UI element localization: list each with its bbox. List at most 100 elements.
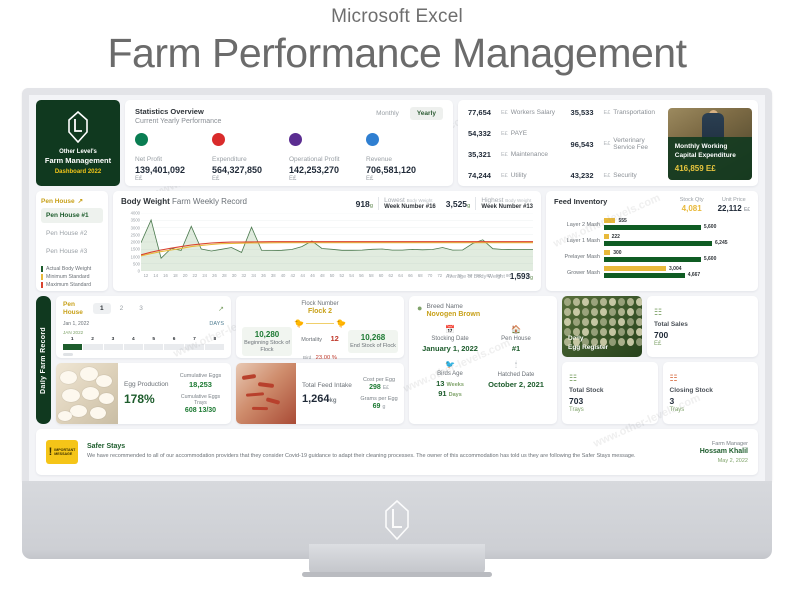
calendar-day[interactable]: 3 xyxy=(111,336,115,342)
stock-bar-value: 300 xyxy=(613,249,622,256)
expense-currency: E£ xyxy=(501,151,508,158)
unit-price-currency: E£ xyxy=(743,207,750,213)
chart-title: Body Weight Farm Weekly Record xyxy=(121,197,247,206)
egg-shape xyxy=(618,328,625,336)
grams-per-egg-label: Grams per Egg xyxy=(360,396,398,402)
egg-shape xyxy=(636,308,642,316)
x-tick: 78 xyxy=(466,273,472,278)
pen-house-item-1[interactable]: Pen House #1 xyxy=(41,208,103,223)
closing-stock-card: ☷ Closing Stock 3 Trays xyxy=(662,362,758,424)
expense-label: PAYE xyxy=(510,129,528,137)
feed-name: Prelayer Mash xyxy=(564,253,600,260)
calendar-progress-track[interactable] xyxy=(63,343,224,350)
egg-shape xyxy=(582,298,589,306)
x-tick: 62 xyxy=(388,273,394,278)
egg-shape xyxy=(609,328,616,336)
x-tick: 56 xyxy=(359,273,364,278)
feed-intake-card: Total Feed Intake 1,264kg Cost per Egg 2… xyxy=(236,363,404,424)
alert-title: Safer Stays xyxy=(87,443,126,451)
pen-number-3[interactable]: 3 xyxy=(139,305,143,313)
egg-production-value: 178% xyxy=(124,391,155,406)
calendar-day-bar[interactable] xyxy=(204,343,224,350)
calendar-scrollbar[interactable] xyxy=(63,352,73,356)
calendar-day[interactable]: 5 xyxy=(152,336,156,342)
end-stock: 10,268 End Stock of Flock xyxy=(348,330,398,353)
x-tick: 60 xyxy=(378,273,384,278)
highest-label-text: Highest xyxy=(481,197,504,204)
stocking-date-value: January 1, 2022 xyxy=(422,344,478,353)
calendar-day-numbers: 1 2 3 4 5 6 7 8 xyxy=(63,337,224,342)
pen-house-cell: 🏠 Pen House #1 xyxy=(483,325,549,353)
pen-number-tabs[interactable]: 1 2 3 xyxy=(93,303,218,315)
calendar-day-bar[interactable] xyxy=(123,343,143,350)
calendar-day[interactable]: 4 xyxy=(131,336,135,342)
calendar-day-bar[interactable] xyxy=(83,343,103,350)
kpi-currency: E£ xyxy=(289,176,297,182)
calendar-day[interactable]: 1 xyxy=(70,336,74,342)
beginning-stock-value: 10,280 xyxy=(254,329,280,339)
app-name: Microsoft Excel xyxy=(331,6,463,27)
feed-inventory-row: Layer 1 Mash 222 6,245 xyxy=(554,234,750,247)
birds-age-label: Birds Age xyxy=(437,371,463,377)
mortality-block: 🐤 🐤 Mortality 12 Bird xyxy=(292,319,348,364)
price-bar-value: 5,600 xyxy=(703,224,717,230)
x-tick: 12 xyxy=(143,273,149,278)
x-tick: 72 xyxy=(437,273,443,278)
pen-house-filter-title: Pen House ↗ xyxy=(41,197,103,206)
page-header: Microsoft Excel Farm Performance Managem… xyxy=(0,0,794,77)
average-number: 1,593 xyxy=(509,272,530,281)
lowest-unit: g xyxy=(369,202,374,209)
feed-inventory-row: Grower Mash 3,004 4,667 xyxy=(554,266,750,279)
egg-shape xyxy=(573,338,580,346)
expense-row: 43,232 E£ Security xyxy=(571,171,666,180)
daily-farm-record-tab[interactable]: Daily Farm Record xyxy=(36,296,51,424)
egg-shape xyxy=(70,405,87,417)
stock-bar-value: 222 xyxy=(611,233,620,240)
birds-age-cell: 🐦 Birds Age 13 Weeks 91 Days xyxy=(417,360,483,398)
stock-bar-value: 555 xyxy=(618,217,627,224)
egg-shape xyxy=(573,328,580,336)
x-tick: 86 xyxy=(506,273,511,278)
toggle-yearly[interactable]: Yearly xyxy=(409,107,443,120)
stock-qty-value: 4,081 xyxy=(681,204,702,213)
body-weight-chart-card: Body Weight Farm Weekly Record 918g L xyxy=(113,191,541,291)
x-tick: 28 xyxy=(221,273,227,278)
pen-number-2[interactable]: 2 xyxy=(119,305,124,313)
feed-intake-number: 1,264 xyxy=(302,393,330,406)
calendar-day[interactable]: 7 xyxy=(193,336,196,342)
expand-arrow-icon[interactable]: ↗ xyxy=(218,305,224,313)
pen-house-item-3[interactable]: Pen House #3 xyxy=(46,248,88,255)
pen-number-1[interactable]: 1 xyxy=(93,303,111,315)
calendar-day-bar[interactable] xyxy=(164,343,184,350)
feed-name: Layer 1 Mash xyxy=(566,237,600,244)
feed-intake-unit: kg xyxy=(329,398,337,405)
period-toggle[interactable]: Monthly Yearly xyxy=(369,107,443,120)
toggle-monthly[interactable]: Monthly xyxy=(376,110,399,117)
x-tick: 68 xyxy=(417,273,423,278)
calendar-day-bar[interactable] xyxy=(103,343,123,350)
calendar-day-bar[interactable] xyxy=(144,343,164,350)
calendar-day[interactable]: 2 xyxy=(91,336,94,342)
pen-and-egg-column: Pen House 1 2 3 ↗ Jan 1, 2022 DAYS xyxy=(56,296,231,424)
calendar-day-bar[interactable] xyxy=(63,343,83,350)
closing-stock-label: Closing Stock xyxy=(669,387,713,394)
plot-area[interactable] xyxy=(141,213,533,271)
badge-text: IMPORTANT MESSAGE xyxy=(54,448,75,456)
brand-line-2: Farm Management xyxy=(44,156,112,166)
expense-row: 96,543 E£ Verterinary Service Fee xyxy=(571,137,666,152)
days-toggle[interactable]: DAYS xyxy=(209,320,224,327)
calendar-day[interactable]: 6 xyxy=(172,336,176,342)
x-tick: 70 xyxy=(427,273,433,278)
egg-shape xyxy=(636,298,642,306)
daily-farm-record-tab-label: Daily Farm Record xyxy=(40,326,47,394)
calendar-day-bar[interactable] xyxy=(184,343,204,350)
lowest-label-text: Lowest xyxy=(384,197,405,204)
calendar-day[interactable]: 8 xyxy=(213,336,217,342)
pen-house-label: Pen House xyxy=(501,336,531,342)
pen-house-item-2[interactable]: Pen House #2 xyxy=(46,230,88,237)
expenditure-icon xyxy=(212,133,225,146)
kpi-value: 564,327,850 xyxy=(212,165,263,175)
legend-swatch xyxy=(41,274,43,280)
stocking-date-cell: 📅 Stocking Date January 1, 2022 xyxy=(417,325,483,353)
monitor-mockup: www.other-levels.com www.other-levels.co… xyxy=(22,88,772,559)
